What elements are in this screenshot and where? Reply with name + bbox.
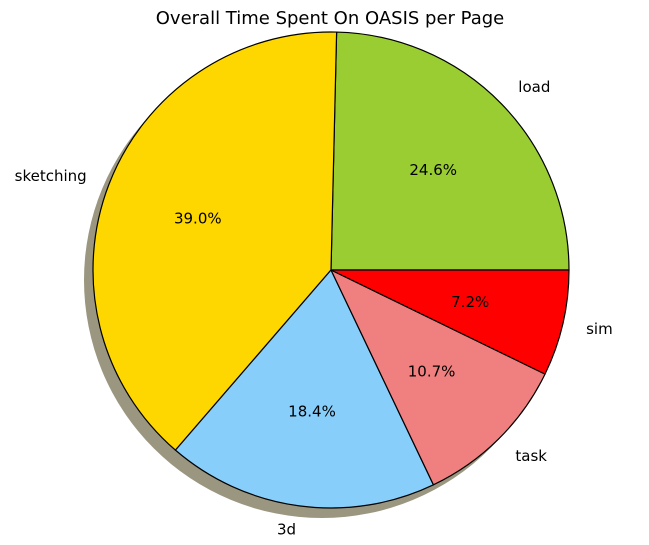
pie-slice-sketching: [92, 31, 338, 451]
pie-labels: load 24.6% sketching 39.0% 3d 18.4% task 10.7% s…: [15, 78, 613, 538]
pie-slice-sim: [330, 269, 570, 375]
slice-label-sim: sim: [586, 320, 613, 338]
pie-slice-3d: [174, 269, 435, 509]
pie-slices: [92, 31, 570, 509]
pie-slice-load: [330, 31, 570, 271]
slice-percent-sketching: 39.0%: [174, 210, 222, 228]
slice-percent-load: 24.6%: [409, 161, 457, 179]
slice-percent-sim: 7.2%: [451, 293, 489, 311]
slice-percent-task: 10.7%: [408, 362, 456, 380]
slice-label-sketching: sketching: [15, 167, 87, 185]
slice-label-load: load: [518, 78, 550, 96]
slice-label-task: task: [515, 447, 547, 465]
slice-label-3d: 3d: [277, 521, 296, 539]
slice-percent-3d: 18.4%: [288, 403, 336, 421]
pie-slice-task: [330, 269, 546, 486]
chart-title: Overall Time Spent On OASIS per Page: [156, 8, 504, 29]
